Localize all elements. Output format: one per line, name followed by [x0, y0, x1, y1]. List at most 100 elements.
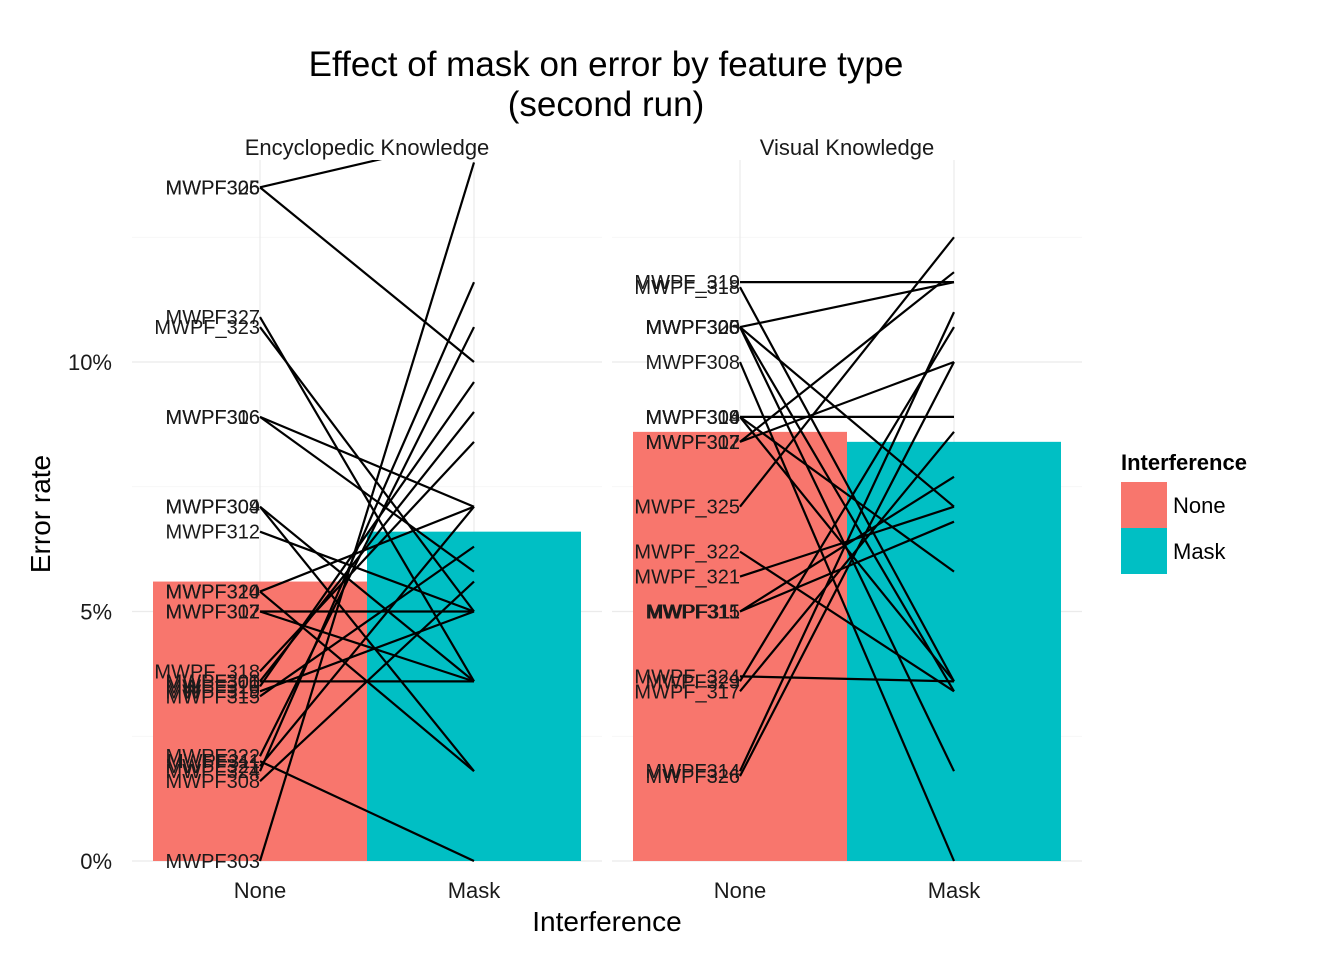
pair-line [739, 431, 955, 693]
pair-line [258, 162, 476, 862]
legend-label: Mask [1173, 539, 1227, 564]
point-label: MWPF303 [646, 317, 740, 339]
point-label: MWPF324 [166, 761, 260, 783]
point-label: MWPF315 [646, 602, 740, 624]
point-label: MWPF300 [646, 317, 740, 339]
legend-label: None [1173, 493, 1226, 518]
point-label: MWPF322 [166, 746, 260, 768]
point-label: MWPF319 [166, 681, 260, 703]
point-label: MWPF326 [646, 766, 740, 788]
point-label: MWPF303 [166, 851, 260, 873]
y-tick-label: 0% [80, 849, 112, 874]
x-tick-label: Mask [928, 878, 982, 903]
legend-swatch [1121, 482, 1167, 528]
pair-line [738, 361, 956, 862]
pair-line [259, 610, 475, 693]
x-tick-label: None [714, 878, 767, 903]
pair-line [258, 281, 476, 772]
point-label: MWPF316 [166, 407, 260, 429]
point-label: MWPF321 [166, 756, 260, 778]
point-label: MWPF_317 [634, 681, 740, 703]
point-label: MWPF320 [166, 582, 260, 604]
point-label: MWPF300 [166, 671, 260, 693]
point-label: MWPF329 [646, 671, 740, 693]
point-label: MWPF_318 [634, 277, 740, 299]
point-label: MWPF_323 [154, 317, 260, 339]
pair-line [259, 505, 475, 593]
point-label: MWPF326 [166, 177, 260, 199]
pair-line [259, 506, 475, 772]
pair-line [739, 311, 955, 772]
pair-line [739, 675, 955, 683]
point-label: MWPF304 [646, 407, 740, 429]
chart-subtitle: (second run) [508, 85, 704, 124]
bar-mask [847, 441, 1061, 861]
point-label: MWPF314 [646, 761, 740, 783]
point-label: MWPF306 [166, 407, 260, 429]
pair-line [259, 160, 383, 189]
pair-line [259, 316, 475, 682]
pair-line [739, 326, 955, 692]
pair-line [259, 415, 475, 508]
point-label: MWPF311 [647, 602, 740, 624]
point-label: MWPF305 [166, 177, 260, 199]
pair-line [739, 550, 955, 693]
pair-line [259, 415, 475, 573]
panel-title: Visual Knowledge [760, 135, 935, 160]
legend: Interference None Mask [1121, 450, 1247, 574]
pair-line [259, 610, 475, 683]
pair-line [259, 326, 475, 613]
point-label: MWPF_324 [634, 666, 740, 688]
point-label: MWPF301 [166, 671, 260, 693]
point-label: MWPF308 [646, 352, 740, 374]
point-label: MWPF311 [167, 751, 260, 773]
pair-line [739, 520, 955, 613]
point-label: MWPF_318 [154, 661, 260, 683]
y-axis-title: Error rate [25, 455, 56, 573]
pair-line [259, 441, 475, 673]
point-label: MWPF309 [646, 407, 740, 429]
point-label: MWPF308 [166, 771, 260, 793]
point-label: MWPF317 [646, 432, 740, 454]
point-label: MWPF317 [166, 602, 260, 624]
point-label: MWPF302 [166, 602, 260, 624]
pair-line [739, 361, 955, 777]
point-label: MWPF_325 [634, 497, 740, 519]
point-label: MWPF304 [166, 497, 260, 519]
legend-swatch [1121, 528, 1167, 574]
pair-line [259, 381, 475, 687]
point-label: MWPF309 [166, 497, 260, 519]
pair-line [739, 286, 955, 682]
pair-line [739, 236, 955, 508]
pair-line [739, 271, 955, 443]
pair-line [259, 760, 475, 862]
pair-line [739, 360, 955, 443]
point-label: MWPF315 [166, 686, 260, 708]
x-tick-label: None [234, 878, 287, 903]
point-label: MWPF312 [166, 522, 260, 544]
panel-title: Encyclopedic Knowledge [245, 135, 490, 160]
x-tick-label: Mask [448, 878, 502, 903]
point-label: MWPF305 [646, 317, 740, 339]
point-label: MWPF316 [646, 407, 740, 429]
paired-lines [738, 236, 956, 862]
pair-line [739, 415, 955, 573]
y-tick-label: 10% [68, 350, 112, 375]
pair-line [259, 545, 475, 698]
paired-lines [258, 160, 476, 862]
y-tick-label: 5% [80, 600, 112, 625]
x-axis: None Mask None Mask [234, 878, 982, 903]
point-label: MWPF_319 [634, 272, 740, 294]
point-label: MWPF327 [166, 307, 260, 329]
pair-line [259, 186, 475, 363]
point-label: MWPF302 [646, 432, 740, 454]
pair-line [259, 505, 475, 683]
point-label: MWPF_321 [634, 567, 740, 589]
pair-line [259, 506, 475, 767]
pair-line [739, 281, 955, 329]
point-label: MWPF326 [646, 317, 740, 339]
pair-line [259, 326, 475, 757]
chart-title: Effect of mask on error by feature type [309, 45, 904, 84]
